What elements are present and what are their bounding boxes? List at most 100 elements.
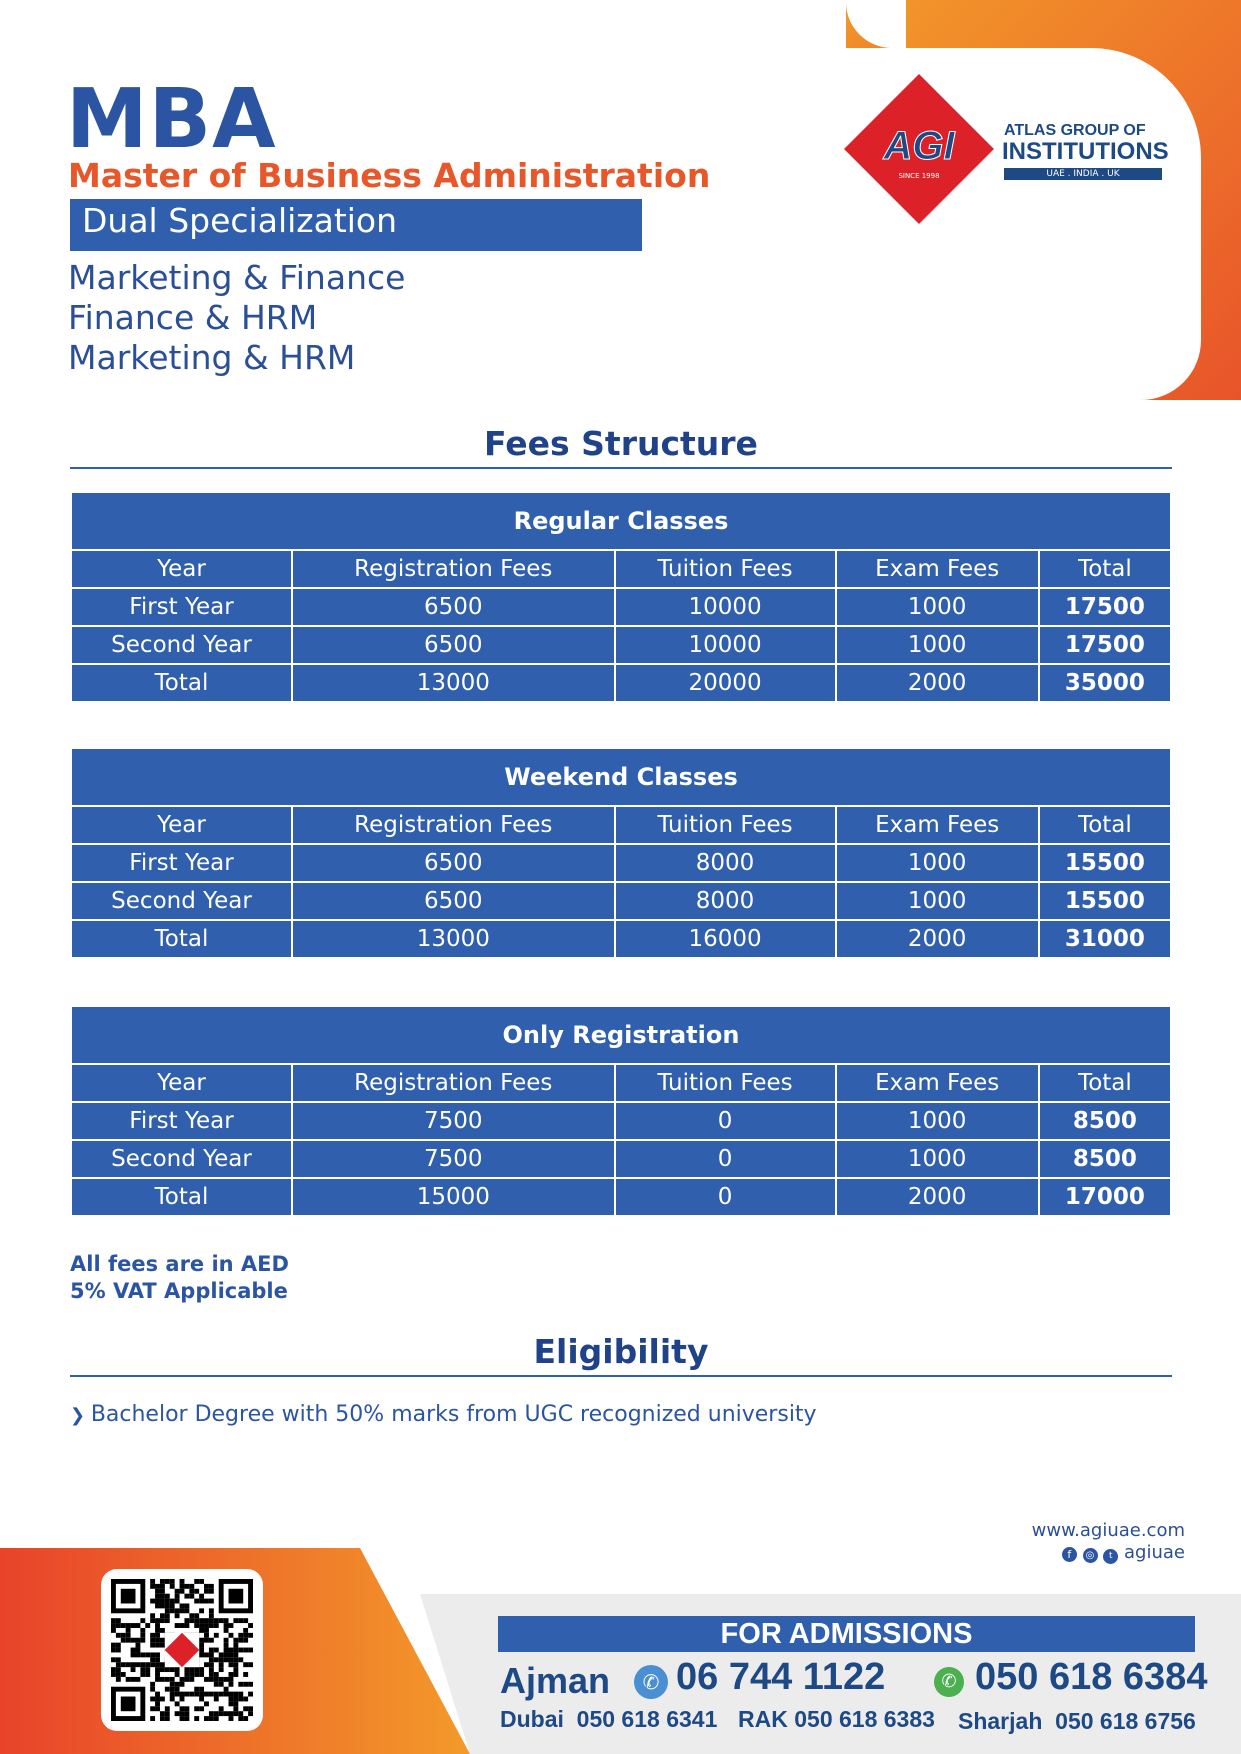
table-cell: Second Year (70, 881, 293, 921)
table-cell: 13000 (291, 663, 616, 703)
table-cell: 15500 (1037, 843, 1173, 883)
eligibility-heading: Eligibility (70, 1332, 1172, 1377)
fees-table: Regular Classes Year Registration Fees Tuit… (70, 491, 1173, 703)
table-cell: 2000 (834, 1177, 1040, 1217)
logo-line1: ATLAS GROUP OF (1004, 122, 1146, 139)
table-cell: 8500 (1037, 1139, 1173, 1179)
table-cell: 17000 (1037, 1177, 1173, 1217)
twitter-icon[interactable]: t (1103, 1549, 1119, 1564)
column-header: Total (1037, 805, 1173, 845)
table-cell: First Year (70, 1101, 293, 1141)
table-title: Weekend Classes (70, 747, 1172, 807)
table-cell: 1000 (834, 1101, 1040, 1141)
branch-dubai: Dubai 050 618 6341 (500, 1706, 717, 1733)
table-cell: 6500 (291, 881, 616, 921)
logo-mark: AGI (883, 124, 955, 169)
table-header-row: Year Registration Fees Tuition Fees Exam Fe… (70, 1063, 1173, 1103)
qr-code[interactable] (101, 1569, 263, 1731)
column-header: Tuition Fees (613, 805, 837, 845)
fees-table: Weekend Classes Year Registration Fees Tuit… (70, 747, 1173, 959)
table-cell: 6500 (291, 843, 616, 883)
column-header: Tuition Fees (613, 1063, 837, 1103)
column-header: Tuition Fees (613, 549, 837, 589)
branch-phone[interactable]: 050 618 6756 (1055, 1708, 1196, 1734)
admissions-banner: FOR ADMISSIONS (498, 1616, 1195, 1652)
chevron-right-icon: ❯ (70, 1405, 91, 1426)
whatsapp-icon: ✆ (934, 1667, 964, 1697)
table-cell: First Year (70, 587, 293, 627)
table-cell: Second Year (70, 625, 293, 665)
table-title: Only Registration (70, 1005, 1172, 1065)
table-cell: 15500 (1037, 881, 1173, 921)
fees-heading: Fees Structure (70, 424, 1172, 469)
table-cell: Total (70, 919, 293, 959)
column-header: Exam Fees (834, 549, 1040, 589)
table-row: First Year 6500 8000 1000 15500 (70, 843, 1173, 883)
table-cell: 2000 (834, 919, 1040, 959)
branch-phone[interactable]: 050 618 6341 (576, 1706, 718, 1732)
table-cell: 13000 (291, 919, 616, 959)
column-header: Year (70, 1063, 293, 1103)
main-city: Ajman (500, 1660, 611, 1701)
table-cell: 2000 (834, 663, 1040, 703)
eligibility-item: ❯ Bachelor Degree with 50% marks from UG… (70, 1402, 817, 1427)
branch-city: Sharjah (958, 1708, 1043, 1734)
specialization-item: Marketing & HRM (68, 338, 356, 377)
branch-rak: RAK 050 618 6383 (738, 1706, 935, 1733)
table-cell: 0 (613, 1101, 837, 1141)
social-row: f ◎ t agiuae (1061, 1542, 1185, 1564)
column-header: Registration Fees (291, 805, 616, 845)
table-cell: Total (70, 1177, 293, 1217)
table-cell: 7500 (291, 1139, 616, 1179)
branch-phone[interactable]: 050 618 6383 (794, 1706, 935, 1732)
eligibility-text: Bachelor Degree with 50% marks from UGC … (90, 1402, 817, 1427)
fees-note: 5% VAT Applicable (70, 1279, 288, 1303)
branch-sharjah: Sharjah 050 618 6756 (958, 1708, 1196, 1735)
table-cell: 10000 (613, 625, 837, 665)
branch-city: RAK (738, 1706, 788, 1732)
facebook-icon[interactable]: f (1061, 1547, 1077, 1562)
phone-number[interactable]: 06 744 1122 (676, 1656, 886, 1698)
table-cell: Second Year (70, 1139, 293, 1179)
table-header-row: Year Registration Fees Tuition Fees Exam Fe… (70, 805, 1173, 845)
table-row: Second Year 6500 8000 1000 15500 (70, 881, 1173, 921)
table-cell: First Year (70, 843, 293, 883)
table-cell: 1000 (834, 587, 1040, 627)
qr-code-image (111, 1579, 253, 1721)
table-cell: 8000 (613, 843, 837, 883)
logo-line2: INSTITUTIONS (1002, 138, 1169, 165)
fees-table: Only Registration Year Registration Fees Tu… (70, 1005, 1173, 1217)
table-row: Total 13000 16000 2000 31000 (70, 919, 1173, 959)
whatsapp-number[interactable]: 050 618 6384 (975, 1656, 1208, 1698)
branch-city: Dubai (500, 1706, 564, 1732)
table-cell: 1000 (834, 1139, 1040, 1179)
table-row: Second Year 6500 10000 1000 17500 (70, 625, 1173, 665)
table-cell: 15000 (291, 1177, 616, 1217)
table-title: Regular Classes (70, 491, 1172, 551)
table-cell: 16000 (613, 919, 837, 959)
website-link[interactable]: www.agiuae.com (1031, 1520, 1185, 1541)
agi-logo: AGI SINCE 1998 ATLAS GROUP OF INSTITUTIO… (844, 74, 1176, 224)
page-subtitle: Master of Business Administration (68, 156, 711, 195)
table-cell: 1000 (834, 843, 1040, 883)
table-cell: 20000 (613, 663, 837, 703)
column-header: Year (70, 549, 293, 589)
table-cell: 0 (613, 1177, 837, 1217)
specialization-item: Marketing & Finance (68, 258, 406, 297)
column-header: Registration Fees (291, 1063, 616, 1103)
table-cell: 31000 (1037, 919, 1173, 959)
social-handle: agiuae (1124, 1542, 1185, 1563)
table-cell: Total (70, 663, 293, 703)
table-cell: 17500 (1037, 587, 1173, 627)
table-header-row: Year Registration Fees Tuition Fees Exam Fe… (70, 549, 1173, 589)
table-cell: 6500 (291, 587, 616, 627)
phone-icon: ✆ (634, 1665, 668, 1699)
table-cell: 17500 (1037, 625, 1173, 665)
column-header: Exam Fees (834, 1063, 1040, 1103)
column-header: Exam Fees (834, 805, 1040, 845)
logo-since: SINCE 1998 (898, 172, 940, 180)
table-row: Second Year 7500 0 1000 8500 (70, 1139, 1173, 1179)
instagram-icon[interactable]: ◎ (1082, 1548, 1098, 1563)
table-cell: 7500 (291, 1101, 616, 1141)
table-cell: 8000 (613, 881, 837, 921)
